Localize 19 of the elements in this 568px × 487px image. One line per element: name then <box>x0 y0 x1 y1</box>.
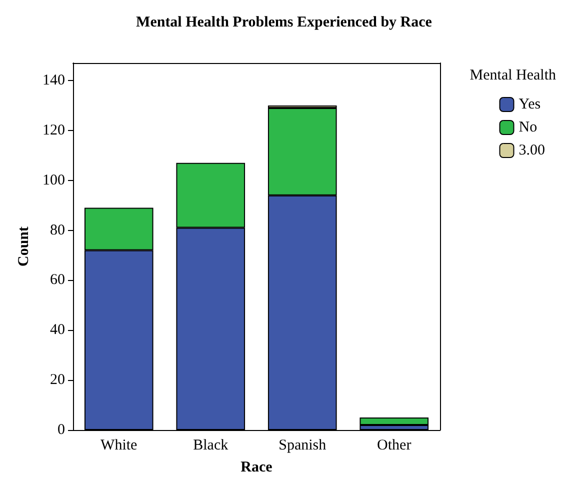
y-axis-title: Count <box>16 226 32 267</box>
y-tick-label: 60 <box>50 272 65 288</box>
x-tick-label: White <box>100 438 138 454</box>
y-tick-label: 0 <box>58 422 65 438</box>
y-tick-label: 100 <box>42 172 65 188</box>
x-tick-label: Other <box>377 438 412 454</box>
y-tick-label: 20 <box>50 372 65 388</box>
y-tick-label: 80 <box>50 222 65 238</box>
legend-label: 3.00 <box>518 142 545 158</box>
legend-label: No <box>518 120 538 136</box>
x-tick-label: Black <box>193 438 229 454</box>
x-axis-title: Race <box>240 460 273 476</box>
x-tick-label: Spanish <box>278 438 327 454</box>
y-tick-label: 120 <box>42 122 65 138</box>
y-tick-label: 140 <box>42 72 65 88</box>
y-tick-label: 40 <box>50 322 65 338</box>
chart-title: Mental Health Problems Experienced by Race <box>136 14 432 30</box>
legend-label: Yes <box>518 96 541 112</box>
legend-title: Mental Health <box>470 68 556 84</box>
